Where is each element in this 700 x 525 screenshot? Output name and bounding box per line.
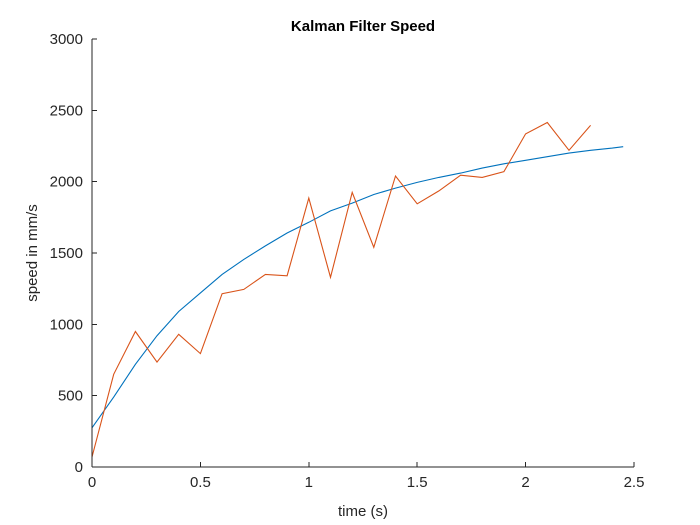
x-tick-label: 2.5 <box>624 474 645 491</box>
y-tick-label: 2000 <box>50 174 83 191</box>
ticks: 0 0.5 1 1.5 2 2.5 0 500 1000 1500 2000 2500 3000 <box>50 31 645 491</box>
x-tick-label: 1 <box>305 474 313 491</box>
axes <box>91 39 634 468</box>
series-layer <box>91 121 624 458</box>
y-tick-label: 0 <box>75 459 83 476</box>
y-axis-label: speed in mm/s <box>24 204 41 302</box>
x-axis-label: time (s) <box>338 503 388 520</box>
series-line-1 <box>91 146 624 429</box>
y-tick-label: 3000 <box>50 31 83 48</box>
y-tick-label: 1000 <box>50 316 83 333</box>
y-tick-label: 1500 <box>50 245 83 262</box>
x-tick-label: 0 <box>88 474 96 491</box>
series-line-2 <box>91 121 592 458</box>
x-tick-label: 1.5 <box>407 474 428 491</box>
y-tick-label: 500 <box>58 388 83 405</box>
x-tick-label: 2 <box>521 474 529 491</box>
y-tick-label: 2500 <box>50 102 83 119</box>
x-tick-label: 0.5 <box>190 474 211 491</box>
chart-title: Kalman Filter Speed <box>291 18 435 35</box>
